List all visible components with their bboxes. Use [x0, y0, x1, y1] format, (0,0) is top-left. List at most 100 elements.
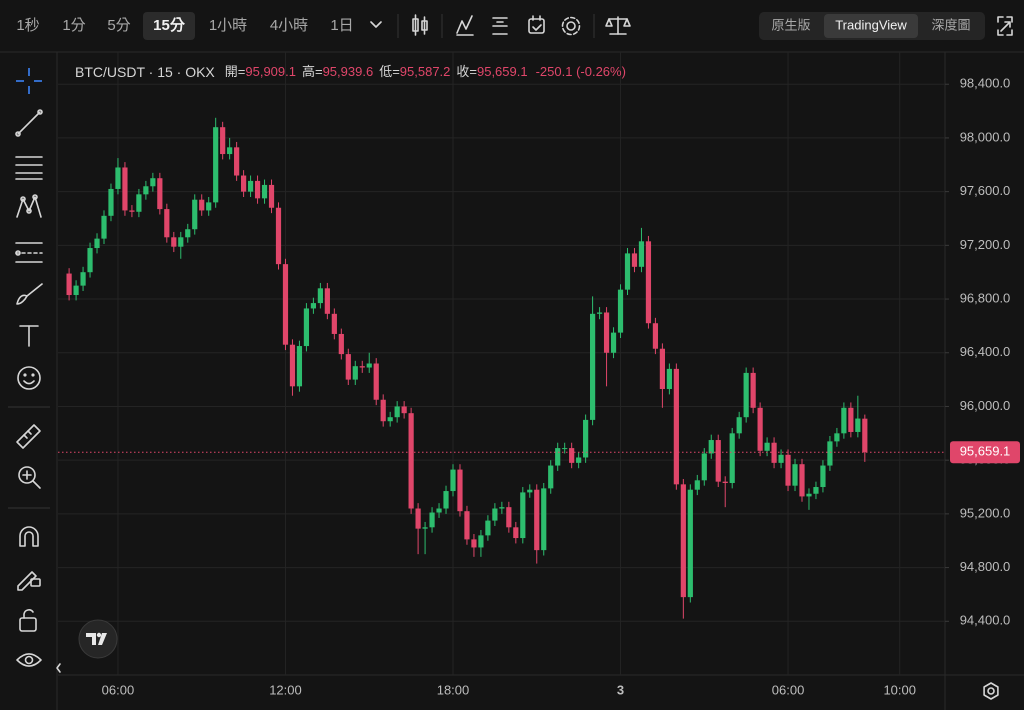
- magnet-tool[interactable]: [19, 526, 39, 547]
- candle-body: [101, 215, 107, 239]
- legend-label: 開=: [225, 64, 246, 79]
- pattern-tool[interactable]: [16, 194, 42, 218]
- candle-body: [841, 407, 847, 434]
- fib-tool[interactable]: [15, 156, 43, 180]
- x-tick-label: 18:00: [437, 682, 470, 697]
- candle-body: [771, 442, 777, 463]
- candle-body: [610, 332, 617, 353]
- candle-body: [576, 457, 582, 463]
- emoji-tool[interactable]: [17, 366, 41, 390]
- candle-body: [380, 399, 386, 422]
- candle-body: [317, 288, 323, 304]
- prediction-tool[interactable]: [15, 242, 43, 263]
- candle-body: [303, 308, 310, 347]
- candle-body: [366, 363, 372, 368]
- candle-body: [94, 238, 100, 249]
- candle-body: [199, 199, 205, 211]
- candle-body: [848, 407, 854, 432]
- axis-settings-icon[interactable]: [983, 682, 999, 700]
- candle-body: [729, 433, 735, 483]
- lock-tool[interactable]: [19, 609, 37, 632]
- candle-body: [115, 167, 121, 189]
- interval-button[interactable]: 1小時: [209, 17, 247, 34]
- candle-body: [820, 465, 826, 488]
- candle-body: [569, 448, 575, 463]
- candle-body: [799, 464, 805, 497]
- collapse-toolbar[interactable]: [56, 663, 61, 673]
- settings-icon[interactable]: [561, 16, 581, 36]
- candle-body: [520, 492, 526, 539]
- crosshair-tool[interactable]: [16, 68, 42, 94]
- y-tick-label: 94,800.0: [960, 559, 1011, 574]
- candle-body: [345, 354, 351, 380]
- legend-value: 95,909.1: [245, 64, 296, 79]
- last-price-tag: [950, 441, 1020, 464]
- candle-body: [478, 535, 484, 548]
- brush-tool[interactable]: [16, 283, 43, 305]
- y-tick-label: 94,400.0: [960, 613, 1011, 628]
- candle-body: [429, 512, 435, 528]
- compare-icon[interactable]: [605, 16, 631, 35]
- interval-button[interactable]: 1秒: [16, 17, 39, 34]
- legend-label: 低=: [379, 64, 400, 79]
- candle-body: [220, 127, 226, 155]
- candle-body: [527, 489, 533, 493]
- lock-drawings-tool[interactable]: [17, 571, 41, 591]
- candle-body: [590, 313, 596, 420]
- active-view-bg: [824, 14, 918, 38]
- y-tick-label: 97,600.0: [960, 183, 1011, 198]
- interval-button[interactable]: 1日: [330, 17, 353, 34]
- candle-body: [185, 229, 191, 238]
- interval-button[interactable]: 4小時: [270, 17, 308, 34]
- more-intervals-chevron[interactable]: [370, 21, 382, 28]
- candle-body: [254, 180, 261, 199]
- indicators-icon[interactable]: [456, 15, 474, 36]
- candle-body: [457, 469, 463, 512]
- list-icon[interactable]: [492, 17, 508, 35]
- interval-button[interactable]: 5分: [107, 17, 130, 34]
- tradingview-logo[interactable]: [78, 619, 118, 659]
- candle-body: [715, 440, 721, 482]
- candle-body: [680, 484, 686, 598]
- candle-body: [792, 464, 798, 486]
- candle-body: [387, 417, 393, 422]
- candle-body: [443, 491, 449, 509]
- interval-button[interactable]: 1分: [62, 17, 85, 34]
- candle-body: [603, 312, 610, 353]
- candle-body: [652, 323, 659, 349]
- candle-body: [778, 454, 784, 463]
- view-button[interactable]: 原生版: [771, 17, 810, 32]
- candle-body: [562, 448, 568, 450]
- candle-body: [80, 272, 86, 286]
- candles: [66, 117, 868, 619]
- legend-value: 95,587.2: [400, 64, 451, 79]
- zoom-tool[interactable]: [18, 466, 41, 489]
- candle-body: [282, 264, 289, 345]
- candle-body: [73, 285, 79, 296]
- candle-body: [87, 248, 93, 273]
- view-button[interactable]: 深度圖: [931, 17, 970, 32]
- text-tool[interactable]: [19, 325, 39, 347]
- replay-icon[interactable]: [528, 15, 545, 34]
- candle-body: [394, 406, 400, 418]
- y-tick-label: 97,200.0: [960, 237, 1011, 252]
- visibility-tool[interactable]: [16, 653, 42, 667]
- fullscreen-icon[interactable]: [997, 16, 1013, 36]
- active-interval-bg: [143, 12, 195, 40]
- candle-type-icon[interactable]: [412, 14, 428, 36]
- candle-body: [555, 448, 561, 466]
- view-button[interactable]: TradingView: [835, 17, 907, 32]
- candle-body: [827, 441, 833, 466]
- candle-body: [373, 363, 379, 400]
- candle-body: [247, 180, 254, 192]
- candle-body: [708, 440, 714, 454]
- trendline-tool[interactable]: [15, 109, 43, 137]
- measure-tool[interactable]: [16, 424, 41, 449]
- last-price-label: 95,659.1: [960, 444, 1011, 459]
- candle-body: [359, 366, 365, 368]
- candle-body: [401, 406, 407, 414]
- candle-body: [750, 372, 756, 408]
- candle-body: [136, 194, 142, 212]
- interval-button[interactable]: 15分: [153, 16, 186, 34]
- candle-body: [659, 348, 665, 390]
